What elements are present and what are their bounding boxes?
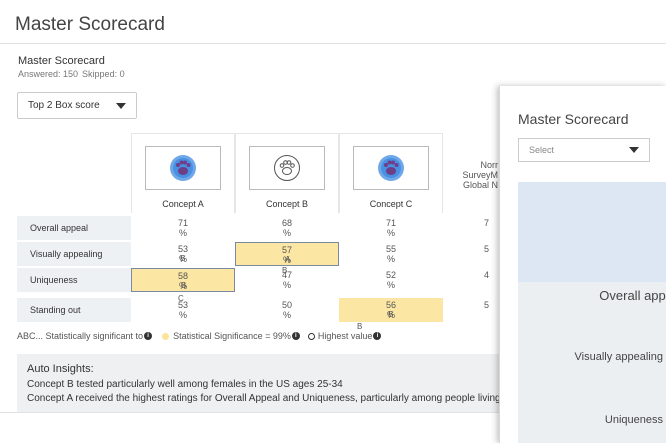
overlay-scorecard-panel: Master Scorecard Select Overall appe Vis… — [499, 86, 666, 443]
table-cell: C 53% — [177, 294, 188, 320]
insights-heading: Auto Insights: — [27, 363, 94, 375]
concept-b-thumbnail[interactable] — [249, 146, 325, 190]
info-icon[interactable]: i — [144, 332, 153, 340]
norm-cell: 7 — [484, 218, 490, 228]
legend-sig-text: ABC... Statistically significant to — [17, 331, 144, 341]
footer-divider — [0, 412, 666, 413]
norm-cell: 5 — [484, 300, 490, 310]
insight-line: Concept A received the highest ratings f… — [27, 393, 506, 404]
concept-c-thumbnail[interactable] — [353, 146, 429, 190]
skipped-count: Skipped: 0 — [82, 69, 125, 79]
table-cell: 68% — [281, 218, 292, 238]
table-cell: 71% — [177, 218, 188, 238]
paw-icon — [378, 155, 404, 181]
significance-letter: C — [178, 294, 184, 303]
table-cell: 50% — [281, 300, 292, 320]
norm-header-line: Norr — [480, 160, 499, 170]
info-icon[interactable]: i — [291, 332, 300, 340]
significance-letter: B — [180, 254, 186, 263]
significance-letter: B — [357, 322, 363, 331]
panel-row-label: Visually appealing — [574, 351, 663, 363]
header-divider — [0, 43, 666, 44]
outline-circle-icon — [307, 332, 315, 340]
row-label-visually-appealing: Visually appealing — [17, 242, 131, 266]
concept-c-label: Concept C — [369, 199, 413, 209]
table-cell: B 47% — [281, 266, 292, 290]
score-type-value: Top 2 Box score — [28, 100, 100, 111]
norm-header-line: SurveyM — [462, 170, 498, 180]
row-label-overall-appeal: Overall appeal — [17, 216, 131, 240]
info-icon[interactable]: i — [373, 332, 382, 340]
table-cell-highlighted[interactable]: 58% B — [131, 268, 235, 292]
significance-letter: B — [388, 310, 394, 319]
paw-icon — [170, 155, 196, 181]
column-header-concept-c: Concept C — [339, 133, 443, 213]
norm-column-header: Norr SurveyM Global N — [440, 160, 498, 190]
panel-body-band — [518, 282, 666, 443]
row-label-standing-out: Standing out — [17, 298, 131, 322]
panel-row-label: Overall appe — [599, 288, 666, 303]
panel-header-band — [518, 182, 666, 282]
score-type-dropdown[interactable]: Top 2 Box score — [17, 92, 137, 119]
norm-cell: 4 — [484, 270, 490, 280]
table-cell: 55% — [385, 244, 396, 264]
norm-header-line: Global N — [462, 180, 498, 190]
yellow-dot-icon — [162, 332, 170, 340]
concept-a-thumbnail[interactable] — [145, 146, 221, 190]
column-header-concept-b: Concept B — [235, 133, 339, 213]
norm-cell: 5 — [484, 244, 490, 254]
panel-select-dropdown[interactable]: Select — [518, 138, 650, 162]
legend: ABC... Statistically significant to i St… — [17, 331, 382, 341]
row-label-uniqueness: Uniqueness — [17, 268, 131, 292]
significance-letter: A — [285, 255, 291, 264]
significance-letter: B — [282, 266, 288, 275]
paw-outline-icon — [274, 155, 300, 181]
concept-b-label: Concept B — [265, 199, 309, 209]
concept-a-label: Concept A — [162, 199, 204, 209]
panel-select-placeholder: Select — [529, 145, 555, 155]
caret-down-icon — [629, 147, 639, 153]
scorecard-title: Master Scorecard — [18, 55, 105, 67]
table-cell: 53% B — [177, 244, 188, 264]
table-cell: 71% — [385, 218, 396, 238]
caret-down-icon — [116, 102, 126, 109]
legend-significance-text: Statistical Significance = 99% — [173, 331, 291, 341]
insight-line: Concept B tested particularly well among… — [27, 379, 343, 390]
table-cell-highlighted[interactable]: 56% B B — [339, 298, 443, 331]
significance-letter: B — [181, 281, 187, 290]
page-title: Master Scorecard — [15, 14, 165, 35]
table-cell-highlighted[interactable]: 57% A — [235, 242, 339, 266]
answered-count: Answered: 150 — [18, 69, 79, 79]
column-header-concept-a: Concept A — [131, 133, 235, 213]
table-cell: 52% — [385, 270, 396, 290]
panel-row-label: Uniqueness — [604, 414, 663, 426]
panel-title: Master Scorecard — [518, 111, 629, 127]
response-stats: Answered: 150 Skipped: 0 — [18, 69, 125, 79]
legend-highest-text: Highest value — [317, 331, 373, 341]
